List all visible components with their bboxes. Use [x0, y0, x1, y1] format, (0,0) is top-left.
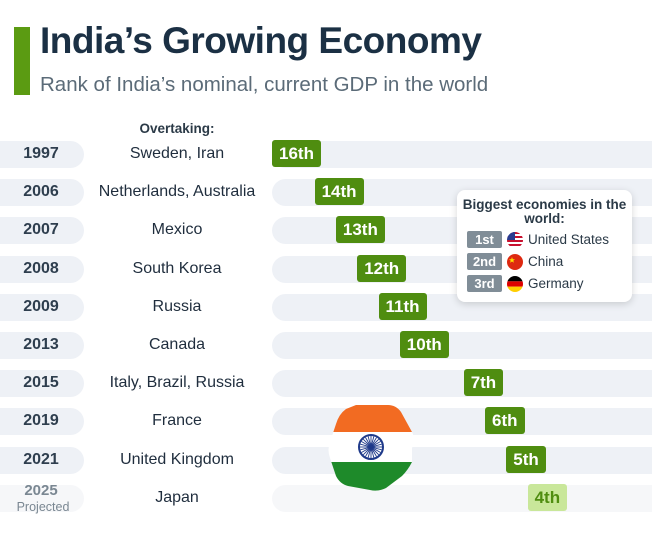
year-label: 2021 — [23, 450, 59, 468]
chakra-spoke — [365, 446, 372, 457]
chakra-spoke — [360, 446, 372, 451]
year-band — [0, 484, 84, 512]
row-background — [0, 332, 652, 359]
chakra-spoke — [370, 441, 381, 448]
legend-rank-badge: 2nd — [467, 253, 502, 270]
chakra-spoke — [362, 438, 372, 448]
row-background — [0, 408, 652, 436]
year-label: 2019 — [23, 412, 59, 430]
year-band — [0, 217, 84, 245]
chakra-spoke — [370, 446, 382, 451]
row-background — [0, 370, 652, 398]
year-label: 1997 — [23, 145, 59, 162]
row-background — [0, 484, 652, 512]
year-band — [0, 332, 84, 359]
chakra-spoke — [367, 446, 372, 458]
year-label: 2009 — [23, 297, 59, 315]
chakra-spoke — [370, 438, 380, 448]
chart-row: 2019 France 6th — [0, 405, 652, 443]
chakra-spoke — [361, 446, 372, 453]
chart-subtitle: Rank of India’s nominal, current GDP in … — [40, 73, 489, 96]
projected-label: Projected — [16, 499, 70, 514]
rank-track — [272, 370, 652, 398]
rank-marker: 16th — [272, 140, 321, 167]
chakra-spoke — [370, 446, 375, 458]
year-label: 2006 — [23, 183, 59, 201]
overtaken-countries: France — [152, 412, 202, 430]
rank-marker: 4th — [527, 483, 568, 511]
overtaken-countries: Mexico — [151, 221, 203, 239]
legend-country: United States — [528, 232, 610, 247]
overtaken-countries: South Korea — [132, 259, 222, 277]
year-label: 2025 — [24, 481, 58, 499]
year-band — [0, 179, 84, 207]
overtaken-countries: United Kingdom — [120, 450, 234, 468]
chakra-spoke — [370, 446, 377, 457]
chakra-spoke — [362, 446, 372, 456]
legend-country: China — [528, 254, 564, 269]
overtaken-countries: Sweden, Iran — [129, 145, 225, 162]
chart-title: India’s Growing Economy — [40, 20, 482, 61]
title-accent-bar — [14, 27, 30, 95]
year-band — [0, 255, 84, 283]
year-label: 2015 — [23, 374, 59, 392]
year-label: 2013 — [23, 336, 59, 353]
rank-marker: 12th — [357, 254, 407, 282]
year-band — [0, 293, 84, 321]
chakra-spoke — [370, 443, 382, 448]
chart-row: 2015 Italy, Brazil, Russia 7th — [0, 367, 652, 405]
overtaking-column-header: Overtaking: — [139, 121, 215, 136]
rank-marker: 7th — [463, 369, 504, 397]
chakra-spoke — [361, 441, 372, 448]
year-band — [0, 446, 84, 474]
rank-marker: 10th — [399, 331, 449, 358]
chart-row: 2025 Projected Japan 4th — [0, 482, 652, 520]
legend-country: Germany — [528, 276, 584, 291]
legend-rank-badge: 3rd — [467, 275, 502, 292]
rank-track — [272, 141, 652, 168]
chakra-spoke — [370, 446, 380, 456]
year-band — [0, 141, 84, 168]
rank-track — [272, 484, 652, 512]
overtaken-countries: Netherlands, Australia — [98, 183, 256, 201]
chakra-spoke — [365, 437, 372, 448]
overtaken-countries: Japan — [155, 488, 199, 506]
india-flag-icon — [328, 405, 414, 491]
year-band — [0, 408, 84, 436]
row-background — [0, 141, 652, 168]
legend-box: Biggest economies in the world: 1st Unit… — [457, 190, 632, 302]
chakra-spoke — [370, 446, 381, 453]
year-label: 2007 — [23, 221, 59, 239]
legend-title: Biggest economies in the world: — [462, 197, 627, 226]
rank-marker: 5th — [506, 445, 546, 473]
rank-track — [272, 332, 652, 359]
chart-row: 1997 Sweden, Iran 16th — [0, 138, 652, 176]
us-flag-icon — [507, 232, 523, 248]
rank-marker: 13th — [335, 216, 385, 244]
year-band — [0, 370, 84, 398]
chart-row: 2013 Canada 10th — [0, 329, 652, 367]
chakra-spoke — [367, 436, 372, 448]
chakra-spoke — [360, 443, 372, 448]
overtaken-countries: Italy, Brazil, Russia — [109, 374, 245, 392]
chakra-spoke — [370, 436, 375, 448]
overtaken-countries: Canada — [148, 336, 206, 353]
year-label: 2008 — [23, 259, 59, 277]
rank-marker: 11th — [378, 292, 427, 320]
overtaken-countries: Russia — [152, 297, 202, 315]
chakra-spoke — [370, 437, 377, 448]
rank-marker: 14th — [314, 178, 364, 206]
germany-flag-icon — [507, 276, 523, 292]
china-flag-icon — [507, 254, 523, 270]
legend-rank-badge: 1st — [467, 231, 502, 248]
rank-marker: 6th — [485, 407, 525, 435]
